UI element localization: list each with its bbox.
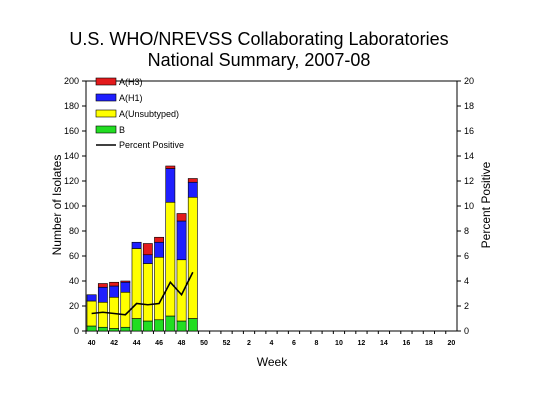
bar-b-48 xyxy=(176,320,187,332)
bar-a-h1--40 xyxy=(86,294,97,302)
y2-tick-label: 12 xyxy=(464,176,474,186)
legend-swatch xyxy=(95,77,117,86)
bar-a-h1--42 xyxy=(109,285,120,298)
bar-a-unsubtyped--49 xyxy=(187,196,198,319)
x-tick-label: 16 xyxy=(403,340,411,347)
legend-label: A(H1) xyxy=(119,93,143,103)
y2-tick-label: 6 xyxy=(464,251,469,261)
legend-swatch xyxy=(95,93,117,102)
bar-b-42 xyxy=(109,328,120,332)
bar-a-h1--41 xyxy=(97,286,108,303)
y2-axis-label: Percent Positive xyxy=(479,161,493,248)
bar-a-h1--45 xyxy=(142,254,153,264)
chart-title-line2: National Summary, 2007-08 xyxy=(148,50,371,70)
x-tick-label: 14 xyxy=(380,340,388,347)
y2-tick-label: 10 xyxy=(464,201,474,211)
bar-b-49 xyxy=(187,318,198,332)
bar-a-unsubtyped--46 xyxy=(154,256,164,321)
bar-b-40 xyxy=(86,325,97,332)
legend-label: B xyxy=(119,125,125,135)
y-tick-label: 80 xyxy=(69,226,79,236)
y2-tick-label: 18 xyxy=(464,101,474,111)
x-tick-label: 4 xyxy=(270,340,274,347)
bar-a-unsubtyped--47 xyxy=(165,201,176,317)
y2-tick-label: 14 xyxy=(464,151,474,161)
plot-area: 0204060801001201401601802000246810121416… xyxy=(64,76,474,347)
bar-a-unsubtyped--41 xyxy=(97,301,108,328)
x-tick-label: 48 xyxy=(178,340,186,347)
x-tick-label: 2 xyxy=(247,340,251,347)
bar-a-h3--49 xyxy=(187,178,198,183)
bar-b-41 xyxy=(97,326,108,332)
x-tick-label: 8 xyxy=(315,340,319,347)
x-tick-label: 18 xyxy=(425,340,433,347)
bar-a-unsubtyped--45 xyxy=(142,263,153,322)
y-tick-label: 120 xyxy=(64,176,79,186)
x-tick-label: 12 xyxy=(358,340,366,347)
y2-tick-label: 2 xyxy=(464,301,469,311)
y-tick-label: 200 xyxy=(64,76,79,86)
legend-label: A(H3) xyxy=(119,77,143,87)
y2-tick-label: 0 xyxy=(464,326,469,336)
bar-b-44 xyxy=(131,318,142,332)
x-tick-label: 20 xyxy=(447,340,455,347)
bar-b-47 xyxy=(165,315,176,332)
y2-tick-label: 16 xyxy=(464,126,474,136)
bar-a-h3--42 xyxy=(109,281,120,287)
legend-label: A(Unsubtyped) xyxy=(119,109,179,119)
y-tick-label: 40 xyxy=(69,276,79,286)
legend-swatch xyxy=(95,125,117,134)
legend-swatch xyxy=(95,109,117,118)
bar-a-h3--46 xyxy=(154,236,164,243)
y-tick-label: 100 xyxy=(64,201,79,211)
bar-a-h1--49 xyxy=(187,181,198,198)
y-tick-label: 0 xyxy=(74,326,79,336)
bar-a-h3--47 xyxy=(165,165,176,169)
bar-a-h3--43 xyxy=(120,280,131,283)
bar-a-h1--46 xyxy=(154,241,164,258)
y-tick-label: 60 xyxy=(69,251,79,261)
y-tick-label: 160 xyxy=(64,126,79,136)
y2-tick-label: 4 xyxy=(464,276,469,286)
x-tick-label: 50 xyxy=(200,340,208,347)
y2-tick-label: 8 xyxy=(464,226,469,236)
y-tick-label: 140 xyxy=(64,151,79,161)
x-tick-label: 40 xyxy=(88,340,96,347)
y-tick-label: 20 xyxy=(69,301,79,311)
bar-a-h1--48 xyxy=(176,220,187,261)
x-tick-label: 52 xyxy=(223,340,231,347)
x-tick-label: 46 xyxy=(155,340,163,347)
x-tick-label: 42 xyxy=(110,340,118,347)
bar-a-h1--44 xyxy=(131,241,142,249)
bar-a-h3--48 xyxy=(176,213,187,222)
legend: A(H3) A(H1) A(Unsubtyped) B Percent Positive xyxy=(95,77,184,150)
y-tick-label: 180 xyxy=(64,101,79,111)
x-axis-label: Week xyxy=(257,355,288,369)
x-tick-label: 44 xyxy=(133,340,141,347)
bar-b-45 xyxy=(142,320,153,332)
y2-tick-label: 20 xyxy=(464,76,474,86)
bar-a-h3--45 xyxy=(142,243,153,256)
bar-a-h1--47 xyxy=(165,168,176,203)
x-tick-label: 10 xyxy=(335,340,343,347)
x-tick-label: 6 xyxy=(292,340,296,347)
bar-a-unsubtyped--44 xyxy=(131,248,142,319)
bar-b-46 xyxy=(154,319,164,332)
bar-a-h3--41 xyxy=(97,283,108,288)
legend-label: Percent Positive xyxy=(119,140,184,150)
bar-b-43 xyxy=(120,326,131,332)
bar-a-unsubtyped--43 xyxy=(120,291,131,328)
percent-positive-line xyxy=(91,271,194,316)
bar-a-h1--43 xyxy=(120,281,131,293)
y-axis-label: Number of Isolates xyxy=(50,155,64,256)
chart-title-line1: U.S. WHO/NREVSS Collaborating Laboratori… xyxy=(69,29,448,49)
